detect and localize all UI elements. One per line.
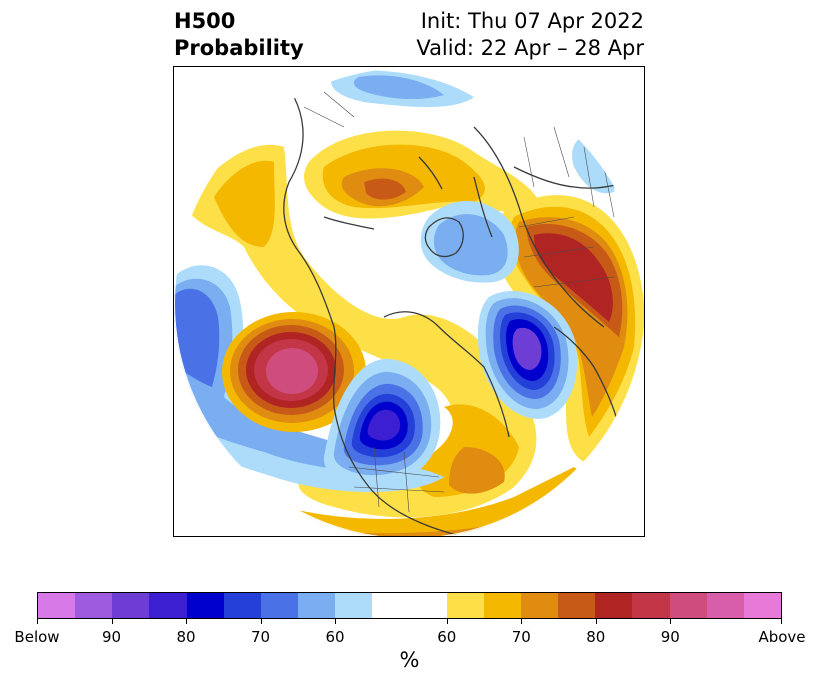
colorbar-segment — [595, 593, 633, 618]
colorbar-tick-mark — [781, 619, 782, 624]
colorbar-segment — [558, 593, 596, 618]
colorbar-segment — [298, 593, 336, 618]
colorbar-tick-label: 60 — [325, 628, 345, 646]
colorbar-tick-label: 70 — [250, 628, 271, 646]
political-borders — [303, 91, 615, 513]
colorbar-segment — [446, 593, 484, 618]
positive-anomaly-siberia — [304, 130, 544, 219]
coastlines — [283, 96, 635, 536]
map-title: H500 Probability — [174, 8, 304, 62]
valid-range: Valid: 22 Apr – 28 Apr — [416, 36, 644, 60]
colorbar-segment — [223, 593, 261, 618]
probability-map — [173, 66, 645, 537]
colorbar-tick-mark — [596, 619, 597, 624]
colorbar-tick-mark — [521, 619, 522, 624]
colorbar-segment — [260, 593, 299, 618]
colorbar-segment — [149, 593, 187, 618]
colorbar-tick-mark — [37, 619, 38, 624]
colorbar-segment — [372, 593, 447, 618]
colorbar-tick-label: 70 — [511, 628, 531, 646]
colorbar-segment — [706, 593, 744, 618]
colorbar-tick-label: 80 — [586, 628, 606, 646]
negative-anomaly-north-atlantic — [477, 290, 578, 419]
probability-colorbar — [37, 592, 782, 619]
colorbar-tick-mark — [447, 619, 448, 624]
colorbar-segment — [521, 593, 559, 618]
colorbar-tick-mark — [112, 619, 113, 624]
colorbar-tick-mark — [670, 619, 671, 624]
negative-anomaly-north-pacific — [174, 265, 444, 492]
colorbar-tick-mark — [261, 619, 262, 624]
colorbar-tick-label: 60 — [437, 628, 457, 646]
colorbar-segment — [335, 593, 373, 618]
colorbar-segment — [75, 593, 113, 618]
negative-anomaly-central-north-america — [323, 358, 441, 486]
colorbar-segment — [632, 593, 670, 618]
colorbar-segment — [186, 593, 224, 618]
colorbar-unit-label: % — [399, 648, 420, 672]
title-variable: H500 — [174, 9, 236, 33]
colorbar-tick-label: Below — [14, 628, 60, 646]
colorbar-tick-mark — [335, 619, 336, 624]
init-date: Init: Thu 07 Apr 2022 — [420, 9, 644, 33]
colorbar-segment — [743, 593, 782, 618]
positive-anomaly-northeast-pacific — [222, 312, 366, 432]
colorbar-tick-label: Above — [758, 628, 806, 646]
colorbar-tick-label: 90 — [101, 628, 122, 646]
colorbar-tick-mark — [186, 619, 187, 624]
forecast-dates: Init: Thu 07 Apr 2022 Valid: 22 Apr – 28… — [416, 8, 644, 62]
colorbar-segment — [483, 593, 522, 618]
colorbar-tick-label: 90 — [660, 628, 680, 646]
colorbar-segment — [669, 593, 707, 618]
colorbar-tick-label: 80 — [176, 628, 196, 646]
map-canvas — [174, 67, 644, 536]
colorbar-segment — [112, 593, 150, 618]
title-quantity: Probability — [174, 36, 304, 60]
colorbar-segment — [38, 593, 76, 618]
